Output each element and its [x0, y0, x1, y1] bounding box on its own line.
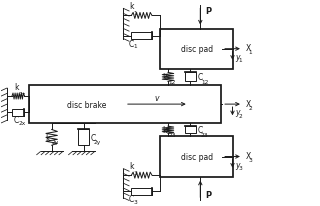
- Text: C: C: [129, 39, 134, 48]
- Text: 3: 3: [134, 170, 138, 175]
- Bar: [29, 85, 220, 124]
- Text: k: k: [162, 73, 166, 82]
- Text: k: k: [129, 161, 133, 170]
- Bar: [12, 109, 24, 116]
- Text: 23: 23: [169, 132, 176, 137]
- Text: k: k: [129, 2, 133, 11]
- Text: 1: 1: [238, 58, 242, 63]
- Text: 2: 2: [249, 105, 253, 110]
- Text: 23: 23: [201, 132, 208, 137]
- Text: y: y: [235, 108, 240, 117]
- Text: 2x: 2x: [19, 91, 26, 96]
- Text: disc pad: disc pad: [180, 152, 213, 161]
- Text: k: k: [14, 83, 19, 92]
- Text: 3: 3: [134, 199, 138, 204]
- Text: P: P: [205, 7, 211, 16]
- Text: k: k: [162, 126, 166, 135]
- Text: y: y: [235, 160, 240, 169]
- Text: 3: 3: [249, 157, 253, 163]
- Text: 12: 12: [201, 80, 209, 84]
- Bar: [160, 137, 233, 177]
- Text: disc brake: disc brake: [67, 100, 107, 109]
- Bar: [185, 73, 196, 82]
- Text: 2y: 2y: [52, 140, 59, 145]
- Text: 2y: 2y: [94, 140, 101, 145]
- Text: 1: 1: [249, 50, 252, 55]
- Bar: [78, 130, 89, 146]
- Text: X: X: [245, 151, 251, 160]
- Text: 12: 12: [169, 80, 176, 84]
- Text: disc pad: disc pad: [180, 45, 213, 54]
- Text: y: y: [235, 53, 240, 62]
- Text: X: X: [245, 99, 251, 108]
- Bar: [160, 29, 233, 69]
- Text: k: k: [45, 133, 50, 142]
- Text: 2x: 2x: [19, 120, 26, 125]
- Text: C: C: [197, 126, 203, 135]
- Bar: [132, 33, 152, 40]
- Text: 1: 1: [134, 11, 138, 16]
- Bar: [185, 126, 196, 134]
- Bar: [132, 188, 152, 195]
- Text: P: P: [205, 191, 211, 199]
- Text: X: X: [245, 44, 251, 53]
- Text: 3: 3: [238, 165, 242, 170]
- Text: 1: 1: [134, 44, 138, 49]
- Text: C: C: [198, 73, 203, 82]
- Text: C: C: [129, 194, 134, 203]
- Text: C: C: [14, 116, 19, 125]
- Text: 2: 2: [238, 113, 242, 118]
- Text: C: C: [91, 133, 96, 142]
- Text: v: v: [155, 93, 159, 102]
